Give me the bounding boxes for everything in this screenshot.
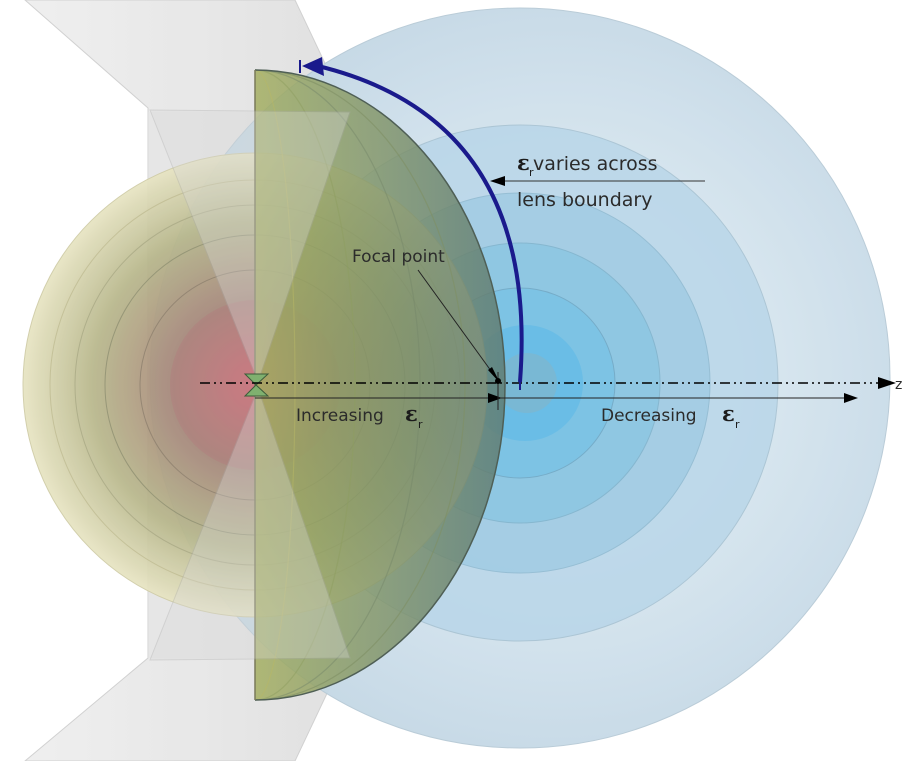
increasing-arrow (255, 393, 502, 403)
focal-point-leader (417, 269, 501, 384)
axis-label: z (895, 377, 902, 393)
varies-symbol: ε (517, 150, 530, 175)
focal-point-label: Focal point (352, 247, 445, 267)
horn-cone (149, 109, 351, 661)
varies-label-line2: lens boundary (517, 189, 652, 211)
varies-label-line1: varies across (533, 153, 658, 175)
decreasing-subscript: r (735, 418, 740, 431)
decreasing-arrow (498, 393, 858, 403)
feed-aperture (243, 373, 270, 397)
boundary-arc-arrow (299, 57, 524, 390)
varies-leader (490, 176, 705, 186)
varies-subscript: r (529, 166, 534, 179)
increasing-subscript: r (418, 418, 423, 431)
decreasing-symbol: ε (722, 401, 735, 426)
increasing-label: Increasing (296, 406, 384, 426)
increasing-symbol: ε (405, 401, 418, 426)
hemispherical-lens (255, 69, 506, 701)
decreasing-label: Decreasing (601, 406, 697, 426)
arc-path (317, 64, 524, 383)
z-axis (200, 377, 896, 389)
